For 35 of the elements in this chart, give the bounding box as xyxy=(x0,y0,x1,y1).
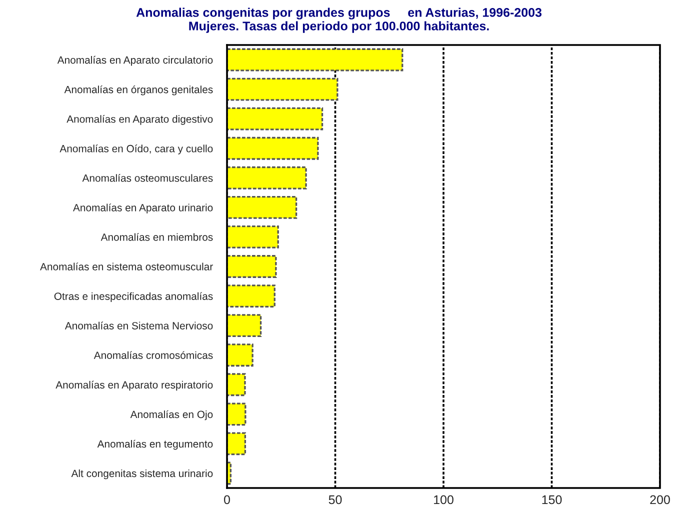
x-tick-label: 100 xyxy=(434,495,454,504)
y-tick-label: Anomalías en Aparato circulatorio xyxy=(57,56,213,66)
bar xyxy=(227,344,254,367)
y-tick-label: Alt congenitas sistema urinario xyxy=(71,469,213,480)
x-tick-label: 0 xyxy=(224,495,230,504)
bar xyxy=(227,402,246,426)
y-tick-label: Anomalías en Ojo xyxy=(130,410,213,420)
bar xyxy=(227,107,324,130)
y-tick-label: Anomalías osteomusculares xyxy=(82,174,213,182)
bar xyxy=(227,196,298,219)
bar xyxy=(227,166,307,190)
y-tick-label: Anomalías en sistema osteomuscular xyxy=(40,262,213,270)
y-tick-label: Anomalías en Aparato respiratorio xyxy=(56,380,213,391)
bar xyxy=(227,432,246,456)
y-tick-label: Anomalías en Aparato digestivo xyxy=(66,115,213,125)
bar xyxy=(227,78,338,101)
bar xyxy=(227,314,262,338)
bar xyxy=(227,226,279,248)
bar xyxy=(227,373,246,396)
y-tick-label: Anomalías en tegumento xyxy=(97,440,213,450)
x-tick-label: 150 xyxy=(542,495,562,504)
x-tick-label: 200 xyxy=(650,495,670,504)
y-tick-label: Anomalías en Oído, cara y cuello xyxy=(60,144,213,154)
bar xyxy=(227,255,277,278)
y-tick-label: Anomalías en órganos genitales xyxy=(64,85,213,96)
y-tick-label: Otras e inespecificadas anomalías xyxy=(54,292,213,302)
y-tick-label: Anomalías en Aparato urinario xyxy=(73,204,213,214)
y-tick-label: Anomalías en miembros xyxy=(100,233,213,241)
bar xyxy=(227,48,404,72)
y-tick-label: Anomalías cromosómicas xyxy=(94,351,213,359)
x-tick-label: 50 xyxy=(328,495,342,504)
bar xyxy=(227,284,276,308)
y-tick-label: Anomalías en Sistema Nervioso xyxy=(64,322,213,330)
bar xyxy=(227,136,319,160)
chart-title: Anomalias congenitas por grandes grupos en Asturias, 1996-2003 Mujeres. Tasas del periodo por 100.000 habitantes. xyxy=(136,8,542,33)
